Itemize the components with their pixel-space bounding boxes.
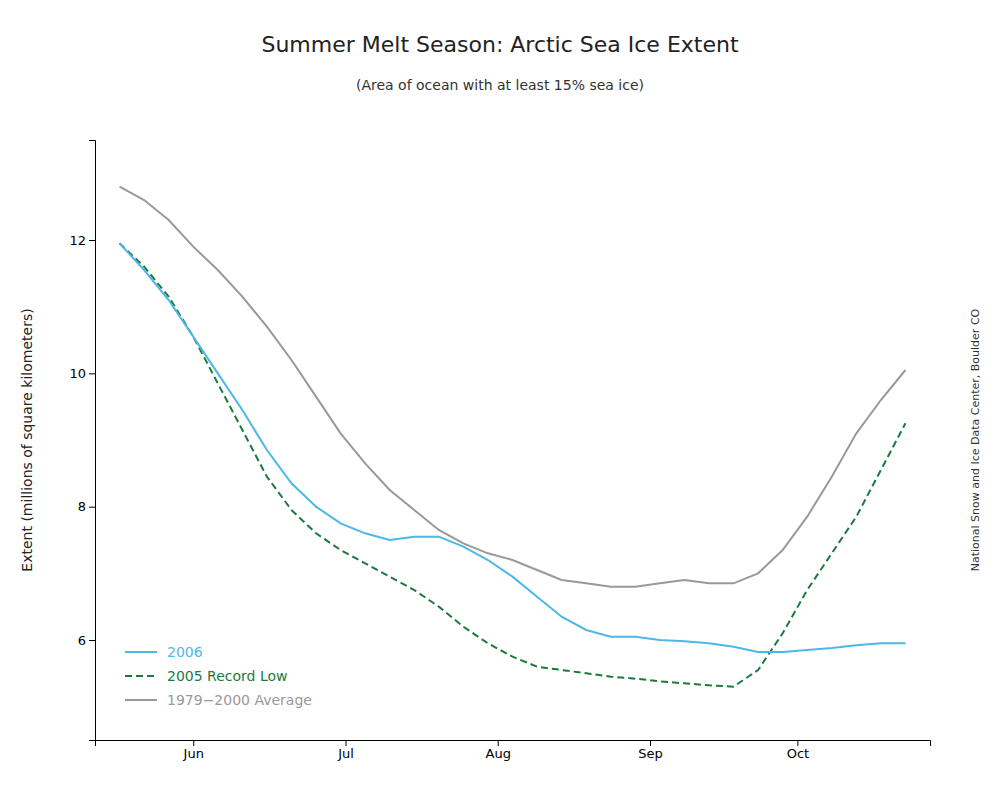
x-tick: Jun xyxy=(183,740,204,761)
x-tick: Sep xyxy=(638,740,663,761)
chart: Summer Melt Season: Arctic Sea Ice Exten… xyxy=(0,0,1000,800)
subtitle: (Area of ocean with at least 15% sea ice… xyxy=(356,77,644,93)
x-tick: Aug xyxy=(486,740,511,761)
legend-item: 2005 Record Low xyxy=(125,668,287,684)
title: Summer Melt Season: Arctic Sea Ice Exten… xyxy=(261,32,738,57)
x-tick-label: Jul xyxy=(337,746,354,761)
annotation: National Snow and Ice Data Center, Bould… xyxy=(969,308,982,571)
y-tick-mark xyxy=(89,240,95,241)
legend-item: 1979−2000 Average xyxy=(125,692,312,708)
x-tick-mark xyxy=(498,740,499,746)
y-tick-label: 12 xyxy=(69,233,86,248)
x-tick-label: Oct xyxy=(787,746,809,761)
y-tick: 12 xyxy=(69,233,95,248)
series-line xyxy=(120,243,906,686)
x-tick-mark xyxy=(650,740,651,746)
chart-container: Summer Melt Season: Arctic Sea Ice Exten… xyxy=(0,0,1000,800)
x-tick-mark xyxy=(193,740,194,746)
x-tick-mark xyxy=(346,740,347,746)
legend-swatch xyxy=(125,699,157,701)
series-line xyxy=(120,187,906,587)
y-tick-mark xyxy=(89,640,95,641)
legend-swatch xyxy=(125,651,157,653)
y-axis: 6 8 10 12 xyxy=(69,141,95,741)
x-tick-label: Sep xyxy=(638,746,663,761)
y-axis-title: Extent (millions of square kilometers) xyxy=(19,308,35,571)
x-tick: Oct xyxy=(787,740,809,761)
y-tick-label: 10 xyxy=(69,366,86,381)
legend-swatch xyxy=(125,675,157,677)
y-tick-label: 8 xyxy=(78,499,86,514)
y-tick-mark xyxy=(89,373,95,374)
legend-item: 2006 xyxy=(125,644,203,660)
y-tick: 6 xyxy=(78,633,95,648)
y-tick-label: 6 xyxy=(78,633,86,648)
y-tick-mark xyxy=(89,507,95,508)
x-tick-mark xyxy=(797,740,798,746)
legend-label: 1979−2000 Average xyxy=(167,692,312,708)
x-axis-line xyxy=(96,741,931,747)
x-tick-label: Aug xyxy=(486,746,511,761)
y-tick: 10 xyxy=(69,366,95,381)
x-tick-label: Jun xyxy=(183,746,204,761)
y-axis-line xyxy=(89,141,96,741)
legend-label: 2005 Record Low xyxy=(167,668,287,684)
series-line xyxy=(120,243,906,652)
legend: 2006 2005 Record Low 1979−2000 Average xyxy=(125,644,312,708)
x-tick: Jul xyxy=(337,740,354,761)
y-tick: 8 xyxy=(78,499,95,514)
legend-label: 2006 xyxy=(167,644,203,660)
x-axis: Jun Jul Aug Sep Oct xyxy=(96,740,931,761)
lines xyxy=(120,187,906,687)
